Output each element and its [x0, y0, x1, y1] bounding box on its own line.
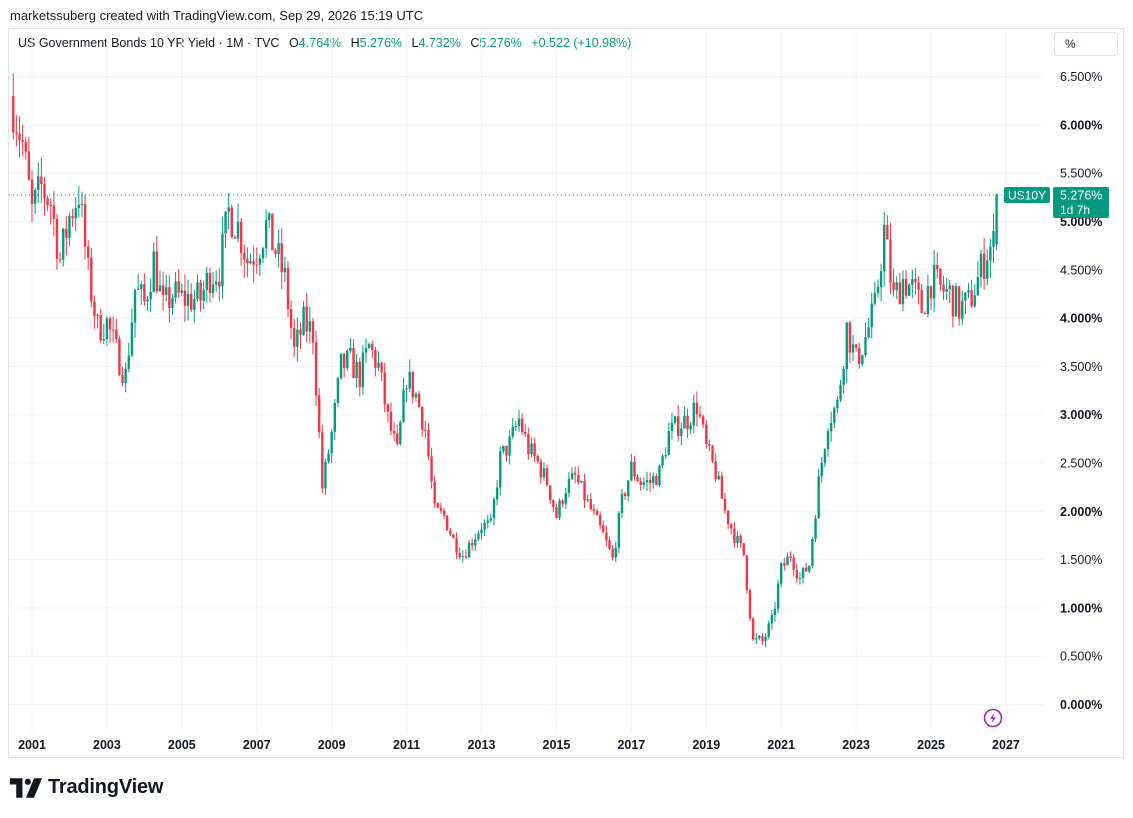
tradingview-logo[interactable]: TradingView	[10, 776, 163, 799]
open-value: 4.764%	[298, 36, 342, 50]
series-legend: US Government Bonds 10 YR Yield · 1M · T…	[18, 36, 631, 50]
brand-name: TradingView	[48, 776, 164, 798]
legend-title: US Government Bonds 10 YR Yield · 1M · T…	[18, 36, 280, 50]
percent-scale-button[interactable]: %	[1054, 32, 1118, 56]
chart-attribution: marketssuberg created with TradingView.c…	[10, 8, 424, 23]
tradingview-logo-icon	[10, 777, 42, 798]
close-label: C	[470, 36, 480, 50]
high-label: H	[350, 36, 360, 50]
open-label: O	[288, 36, 299, 50]
low-label: L	[411, 36, 419, 50]
change-value: +0.522 (+10.98%)	[531, 36, 632, 50]
close-value: 5.276%	[479, 36, 522, 50]
chart-frame[interactable]	[8, 28, 1124, 758]
high-value: 5.276%	[359, 36, 403, 50]
low-value: 4.732%	[418, 36, 461, 50]
